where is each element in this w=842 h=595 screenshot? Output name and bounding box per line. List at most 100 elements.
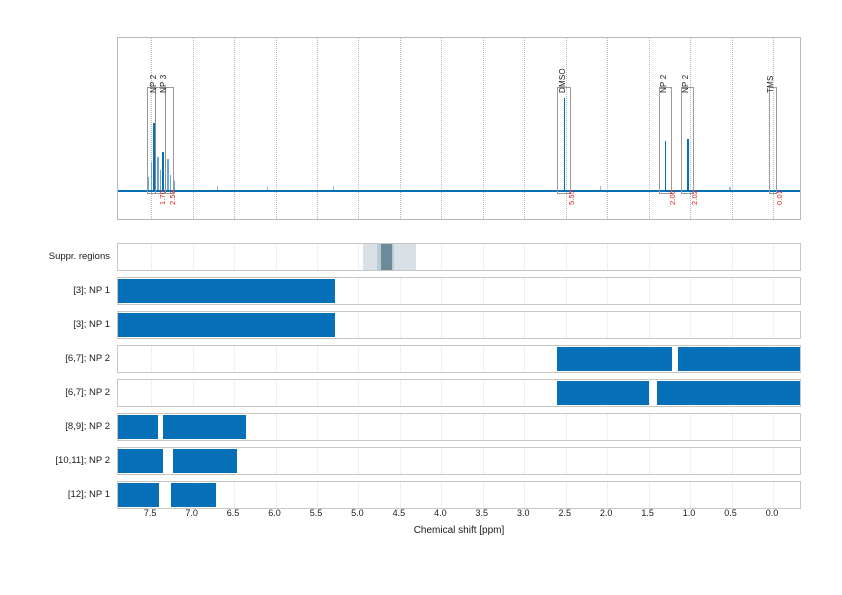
gridline: [399, 38, 401, 219]
peak-label: NP 2: [681, 74, 691, 93]
region-row-tick: [482, 482, 484, 508]
region-row-tick: [731, 278, 733, 304]
region-row-tick: [482, 244, 484, 270]
integration-box: [658, 87, 672, 194]
region-row-tick: [524, 380, 526, 406]
x-axis-tick: 5.5: [309, 508, 323, 518]
region-row-track[interactable]: [117, 311, 801, 339]
region-row-tick: [565, 448, 567, 474]
region-row-track[interactable]: [117, 413, 801, 441]
suppression-band: [380, 244, 393, 270]
region-row-tick: [524, 244, 526, 270]
region-row-tick: [731, 244, 733, 270]
x-axis-tick: 0.0: [765, 508, 779, 518]
x-axis-tick: 5.0: [351, 508, 364, 518]
region-row-tick: [192, 380, 194, 406]
integral-value: 2.53: [167, 190, 177, 205]
region-row[interactable]: [12]; NP 1: [0, 481, 842, 509]
region-bar[interactable]: [118, 483, 160, 507]
region-bar[interactable]: [118, 313, 336, 337]
x-axis-tick: 6.5: [226, 508, 240, 518]
region-bar[interactable]: [678, 347, 800, 371]
integral-value: 2.00: [667, 190, 677, 205]
region-row-tick: [607, 244, 609, 270]
region-row-tick: [441, 448, 443, 474]
region-rows: Suppr. regions [3]; NP 1 [3]; NP 1 [6,7]; N…: [0, 243, 842, 515]
region-row-tick: [772, 414, 774, 440]
integral-value: 2.02: [690, 190, 700, 205]
region-bar[interactable]: [656, 381, 800, 405]
region-row-track[interactable]: [117, 481, 801, 509]
integration-box: [557, 87, 571, 194]
region-row-tick: [607, 448, 609, 474]
region-row-tick: [482, 380, 484, 406]
gridline: [648, 38, 650, 219]
region-row-tick: [316, 482, 318, 508]
region-row-tick: [607, 482, 609, 508]
region-row[interactable]: [8,9]; NP 2: [0, 413, 842, 441]
region-row-tick: [772, 278, 774, 304]
region-row[interactable]: [6,7]; NP 2: [0, 379, 842, 407]
region-bar[interactable]: [118, 415, 158, 439]
region-bar[interactable]: [162, 415, 246, 439]
region-row-tick: [441, 414, 443, 440]
peak-label: DMSO: [557, 68, 567, 93]
region-row-tick: [358, 482, 360, 508]
region-row-tick: [482, 278, 484, 304]
region-row-tick: [607, 278, 609, 304]
spectrum-peak: [664, 141, 667, 190]
region-bar[interactable]: [557, 381, 649, 405]
gridline: [234, 38, 236, 219]
spectrum-peak: [150, 161, 152, 190]
spectrum-peak: [159, 169, 162, 190]
region-row-tick: [648, 244, 650, 270]
region-row[interactable]: Suppr. regions: [0, 243, 842, 271]
region-row-tick: [690, 244, 692, 270]
region-row-tick: [648, 482, 650, 508]
integration-box: [680, 87, 695, 194]
region-row-tick: [772, 312, 774, 338]
region-row-track[interactable]: [117, 277, 801, 305]
region-bar[interactable]: [118, 449, 163, 473]
region-row-label: [3]; NP 1: [73, 319, 110, 330]
region-row-track[interactable]: [117, 379, 801, 407]
gridline: [731, 38, 733, 219]
region-row-track[interactable]: [117, 447, 801, 475]
region-bar[interactable]: [172, 449, 238, 473]
region-row-tick: [234, 244, 236, 270]
peak-label: NP 2: [148, 74, 158, 93]
region-row-tick: [648, 414, 650, 440]
region-row-tick: [316, 380, 318, 406]
region-row-tick: [482, 312, 484, 338]
region-row-tick: [482, 448, 484, 474]
region-bar[interactable]: [171, 483, 216, 507]
spectrum-peak: [157, 156, 159, 190]
region-row-tick: [731, 312, 733, 338]
x-axis-tick: 7.0: [185, 508, 198, 518]
region-row-label: [6,7]; NP 2: [65, 353, 110, 364]
region-row-tick: [690, 278, 692, 304]
region-row[interactable]: [3]; NP 1: [0, 277, 842, 305]
region-row-tick: [275, 482, 277, 508]
spectrum-peak: [153, 123, 155, 190]
region-row-tick: [151, 380, 153, 406]
region-row[interactable]: [10,11]; NP 2: [0, 447, 842, 475]
region-row-tick: [648, 312, 650, 338]
region-row[interactable]: [6,7]; NP 2: [0, 345, 842, 373]
region-row-tick: [399, 482, 401, 508]
region-row-tick: [234, 482, 236, 508]
region-row[interactable]: [3]; NP 1: [0, 311, 842, 339]
region-row-tick: [275, 414, 277, 440]
x-axis-tick: 2.0: [599, 508, 613, 518]
x-axis-tick: 7.5: [143, 508, 157, 518]
region-row-track[interactable]: [117, 243, 801, 271]
region-row-label: [12]; NP 1: [67, 489, 110, 500]
region-row-tick: [482, 414, 484, 440]
region-row-tick: [358, 244, 360, 270]
region-row-tick: [316, 346, 318, 372]
region-row-track[interactable]: [117, 345, 801, 373]
region-row-tick: [441, 278, 443, 304]
region-bar[interactable]: [118, 279, 336, 303]
region-bar[interactable]: [557, 347, 672, 371]
region-row-tick: [524, 312, 526, 338]
